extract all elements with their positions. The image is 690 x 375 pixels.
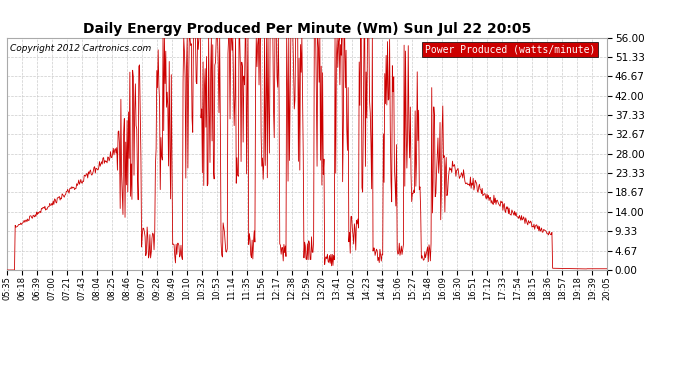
Text: Power Produced (watts/minute): Power Produced (watts/minute)	[425, 45, 595, 54]
Text: Copyright 2012 Cartronics.com: Copyright 2012 Cartronics.com	[10, 45, 151, 54]
Title: Daily Energy Produced Per Minute (Wm) Sun Jul 22 20:05: Daily Energy Produced Per Minute (Wm) Su…	[83, 22, 531, 36]
